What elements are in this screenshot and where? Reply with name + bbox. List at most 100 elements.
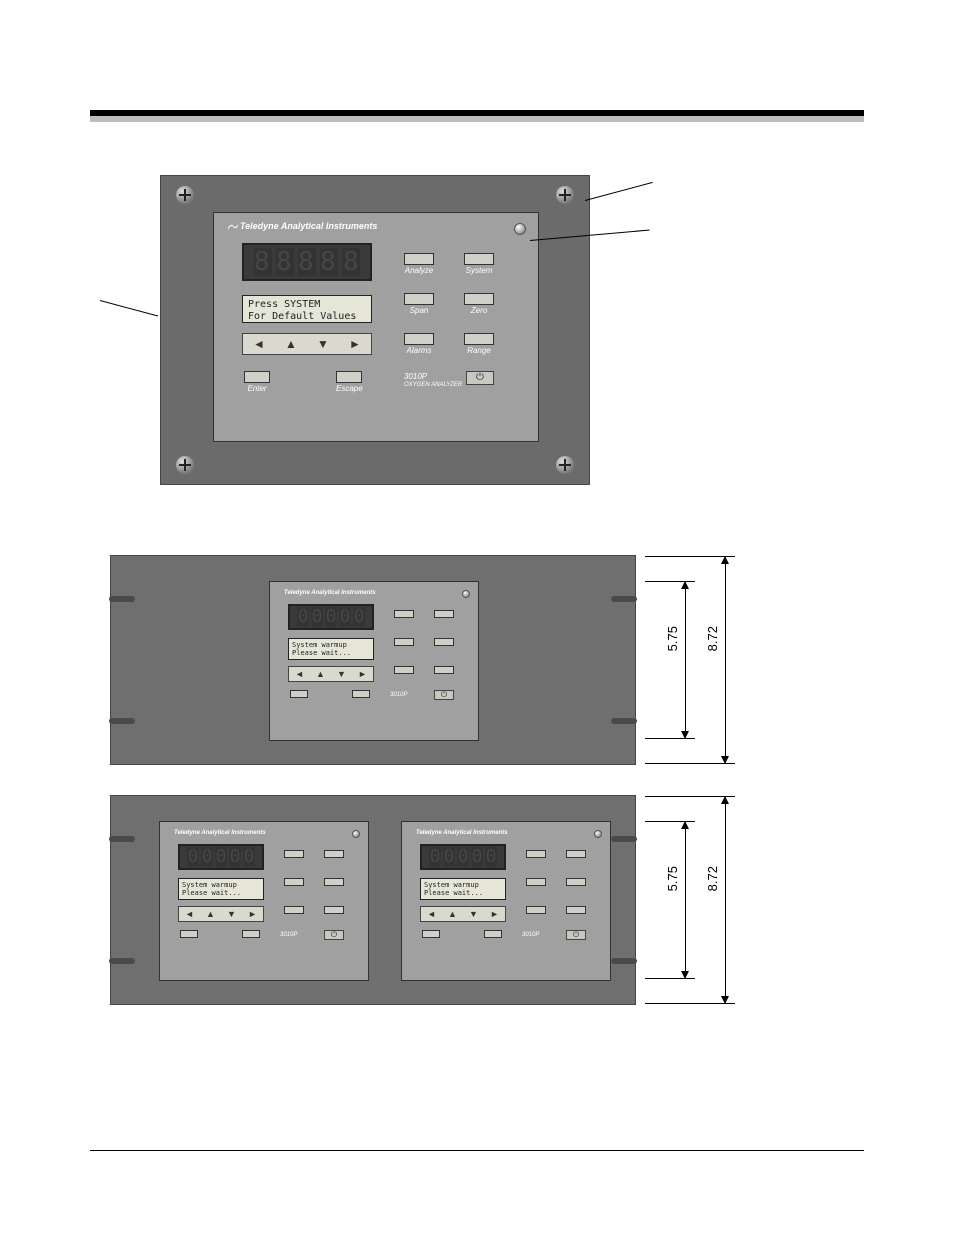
key-icon[interactable] xyxy=(394,638,414,646)
analyze-button[interactable] xyxy=(284,850,304,859)
key-icon[interactable] xyxy=(434,610,454,618)
dim-line-outer xyxy=(725,556,726,764)
arrow-left-icon[interactable]: ◄ xyxy=(295,669,304,679)
arrow-down-icon[interactable]: ▼ xyxy=(227,909,236,919)
escape-button[interactable] xyxy=(484,930,502,939)
key-icon[interactable] xyxy=(242,930,260,938)
key-icon[interactable] xyxy=(284,878,304,886)
arrow-up-icon[interactable]: ▲ xyxy=(285,337,297,351)
escape-button[interactable]: Escape xyxy=(336,371,363,393)
key-icon[interactable] xyxy=(464,293,494,305)
analyze-button[interactable]: Analyze xyxy=(404,253,434,275)
arrow-right-icon[interactable]: ► xyxy=(490,909,499,919)
key-icon[interactable] xyxy=(422,930,440,938)
arrow-up-icon[interactable]: ▲ xyxy=(206,909,215,919)
system-button[interactable] xyxy=(566,850,586,859)
digit: 0 xyxy=(187,847,199,867)
key-icon[interactable] xyxy=(290,690,308,698)
digit: 0 xyxy=(443,847,455,867)
alarms-button[interactable] xyxy=(394,666,414,675)
arrow-left-icon[interactable]: ◄ xyxy=(253,337,265,351)
key-icon[interactable] xyxy=(180,930,198,938)
arrow-down-icon[interactable]: ▼ xyxy=(317,337,329,351)
alarms-button[interactable] xyxy=(284,906,304,915)
key-icon[interactable] xyxy=(336,371,362,383)
key-icon[interactable] xyxy=(526,906,546,914)
key-icon[interactable] xyxy=(394,666,414,674)
escape-button[interactable] xyxy=(352,690,370,699)
key-icon[interactable] xyxy=(566,850,586,858)
zero-button[interactable] xyxy=(324,878,344,887)
arrow-right-icon[interactable]: ► xyxy=(349,337,361,351)
rack-ear-slot-icon xyxy=(109,836,135,842)
system-button[interactable] xyxy=(434,610,454,619)
button-label: Enter xyxy=(244,384,270,393)
key-icon[interactable] xyxy=(404,333,434,345)
lcd-line: Please wait... xyxy=(182,889,260,897)
arrow-left-icon[interactable]: ◄ xyxy=(185,909,194,919)
standby-button[interactable]: ⏻ xyxy=(566,930,586,940)
key-icon[interactable] xyxy=(324,906,344,914)
arrow-pad[interactable]: ◄ ▲ ▼ ► xyxy=(178,906,264,922)
range-button[interactable] xyxy=(324,906,344,915)
span-button[interactable]: Span xyxy=(404,293,434,315)
key-icon[interactable] xyxy=(434,666,454,674)
key-icon[interactable] xyxy=(434,638,454,646)
enter-button[interactable]: Enter xyxy=(244,371,270,393)
standby-button[interactable]: ⏻ xyxy=(466,371,494,385)
arrow-up-icon[interactable]: ▲ xyxy=(316,669,325,679)
arrow-pad[interactable]: ◄ ▲ ▼ ► xyxy=(420,906,506,922)
enter-button[interactable] xyxy=(290,690,308,699)
analyze-button[interactable] xyxy=(526,850,546,859)
span-button[interactable] xyxy=(394,638,414,647)
escape-button[interactable] xyxy=(242,930,260,939)
key-icon[interactable] xyxy=(484,930,502,938)
span-button[interactable] xyxy=(526,878,546,887)
digit: 8 xyxy=(342,248,360,276)
key-icon[interactable] xyxy=(352,690,370,698)
arrow-right-icon[interactable]: ► xyxy=(248,909,257,919)
flush-panel: Teledyne Analytical Instruments 8. 8. 8.… xyxy=(160,175,590,485)
span-button[interactable] xyxy=(284,878,304,887)
enter-button[interactable] xyxy=(422,930,440,939)
arrow-right-icon[interactable]: ► xyxy=(358,669,367,679)
key-icon[interactable] xyxy=(566,906,586,914)
arrow-left-icon[interactable]: ◄ xyxy=(427,909,436,919)
key-icon[interactable] xyxy=(284,906,304,914)
standby-button[interactable]: ⏻ xyxy=(324,930,344,940)
key-icon[interactable] xyxy=(244,371,270,383)
key-icon[interactable] xyxy=(404,253,434,265)
arrow-pad[interactable]: ◄ ▲ ▼ ► xyxy=(242,333,372,355)
key-icon[interactable] xyxy=(284,850,304,858)
key-icon[interactable] xyxy=(464,253,494,265)
zero-button[interactable] xyxy=(566,878,586,887)
key-icon[interactable] xyxy=(464,333,494,345)
analyze-button[interactable] xyxy=(394,610,414,619)
key-icon[interactable] xyxy=(404,293,434,305)
digit: 8. xyxy=(276,248,294,276)
zero-button[interactable]: Zero xyxy=(464,293,494,315)
range-button[interactable] xyxy=(566,906,586,915)
digit: 0 xyxy=(457,847,469,867)
power-led-icon xyxy=(594,830,602,838)
arrow-down-icon[interactable]: ▼ xyxy=(337,669,346,679)
key-icon[interactable] xyxy=(526,878,546,886)
system-button[interactable]: System xyxy=(464,253,494,275)
key-icon[interactable] xyxy=(394,610,414,618)
zero-button[interactable] xyxy=(434,638,454,647)
range-button[interactable]: Range xyxy=(464,333,494,355)
key-icon[interactable] xyxy=(526,850,546,858)
range-button[interactable] xyxy=(434,666,454,675)
key-icon[interactable] xyxy=(324,850,344,858)
enter-button[interactable] xyxy=(180,930,198,939)
key-icon[interactable] xyxy=(566,878,586,886)
system-button[interactable] xyxy=(324,850,344,859)
alarms-button[interactable] xyxy=(526,906,546,915)
key-icon[interactable] xyxy=(324,878,344,886)
alarms-button[interactable]: Alarms xyxy=(404,333,434,355)
standby-button[interactable]: ⏻ xyxy=(434,690,454,700)
arrow-down-icon[interactable]: ▼ xyxy=(469,909,478,919)
digit: 8. xyxy=(320,248,338,276)
arrow-pad[interactable]: ◄ ▲ ▼ ► xyxy=(288,666,374,682)
arrow-up-icon[interactable]: ▲ xyxy=(448,909,457,919)
